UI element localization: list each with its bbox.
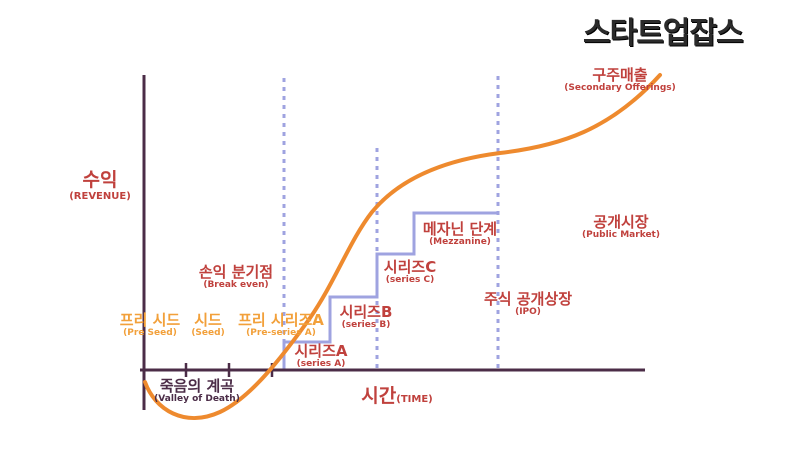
break-even-en: (Break even) [203,279,269,290]
series-a-ko: 시리즈A [294,342,348,360]
label-pre-seed: 프리 시드 (Pre Seed) [120,312,180,338]
pre-seed-ko: 프리 시드 [119,311,181,329]
label-public-market: 공개시장 (Public Market) [582,214,660,240]
label-secondary-offerings: 구주매출 (Secondary Offerings) [564,67,675,93]
label-seed: 시드 (Seed) [191,312,224,338]
label-series-a: 시리즈A (series A) [294,343,347,369]
valley-ko: 죽음의 계곡 [159,377,235,395]
pre-series-a-ko: 프리 시리즈A [238,311,324,329]
y-axis-label-ko: 수익 [82,169,118,191]
y-axis-label: 수익 (REVENUE) [69,170,131,202]
x-axis-label-en: (TIME) [396,394,433,405]
break-even-ko: 손익 분기점 [198,263,274,281]
mezzanine-en: (Mezzanine) [429,236,491,247]
ipo-en: (IPO) [515,306,541,317]
series-b-en: (series B) [341,319,391,330]
label-ipo: 주식 공개상장 (IPO) [484,291,572,317]
series-c-en: (series C) [385,274,435,285]
ipo-ko: 주식 공개상장 [483,290,573,308]
public-market-en: (Public Market) [582,229,660,240]
series-b-ko: 시리즈B [339,303,393,321]
public-market-ko: 공개시장 [593,213,649,231]
label-break-even: 손익 분기점 (Break even) [199,264,273,290]
series-c-ko: 시리즈C [383,258,437,276]
y-axis-label-en: (REVENUE) [69,190,131,202]
label-valley-of-death: 죽음의 계곡 (Valley of Death) [154,378,240,404]
x-axis-label-ko: 시간 [361,385,397,407]
revenue-curve [143,73,662,420]
seed-en: (Seed) [191,327,225,338]
pre-seed-en: (Pre Seed) [123,327,177,338]
funding-steps [282,211,498,370]
pre-series-a-en: (Pre-series A) [246,327,316,338]
brand-logo: 스타트업잡스 [583,16,744,51]
label-mezzanine: 메자닌 단계 (Mezzanine) [423,221,497,247]
secondary-en: (Secondary Offerings) [564,82,676,93]
series-a-en: (series A) [296,358,346,369]
valley-en: (Valley of Death) [154,393,240,404]
label-series-c: 시리즈C (series C) [384,259,436,285]
label-series-b: 시리즈B (series B) [340,304,393,330]
label-pre-series-a: 프리 시리즈A (Pre-series A) [238,312,324,338]
x-axis-label: 시간(TIME) [361,386,432,407]
mezzanine-ko: 메자닌 단계 [422,220,498,238]
seed-ko: 시드 [194,311,222,329]
secondary-ko: 구주매출 [592,66,648,84]
